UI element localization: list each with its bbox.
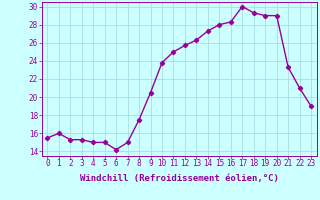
X-axis label: Windchill (Refroidissement éolien,°C): Windchill (Refroidissement éolien,°C) — [80, 174, 279, 183]
